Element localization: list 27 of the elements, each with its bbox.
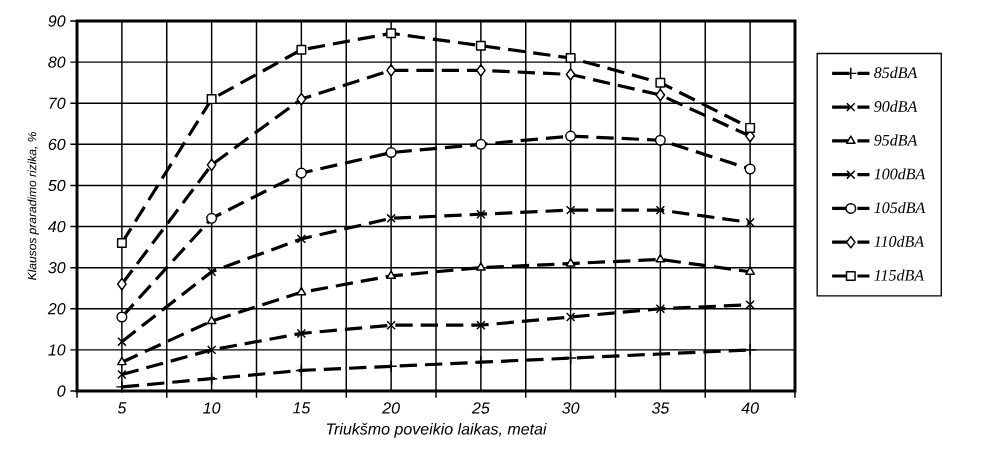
x-tick-label: 25	[471, 402, 490, 414]
y-tick-label: 40	[47, 220, 66, 233]
legend-label: 90dBA	[874, 100, 918, 112]
legend-label: 100dBA	[874, 168, 926, 180]
y-tick-label: 90	[48, 15, 66, 27]
y-tick-label: 50	[48, 179, 66, 192]
y-tick-label: 10	[48, 344, 66, 356]
legend-label: 115dBA	[874, 269, 925, 281]
x-tick-label: 20	[382, 402, 400, 414]
y-tick-label: 60	[48, 138, 66, 150]
legend-label: 110dBA	[874, 235, 925, 247]
y-tick-label: 80	[48, 56, 66, 68]
x-tick-label: 15	[292, 402, 311, 414]
x-tick-label: 10	[203, 402, 221, 414]
x-tick-label: 5	[117, 402, 127, 414]
legend-label: 105dBA	[874, 201, 926, 214]
x-tick-label: 35	[651, 402, 670, 414]
legend-label: 95dBA	[874, 134, 918, 146]
y-axis-title: Klausos praradimo rizika, %	[27, 132, 39, 280]
y-tick-label: 30	[48, 262, 66, 274]
y-tick-label: 70	[49, 97, 66, 109]
y-tick-label: 0	[57, 385, 66, 397]
x-tick-label: 40	[741, 402, 759, 414]
legend-label: 85dBA	[874, 66, 918, 79]
y-tick-label: 20	[47, 303, 66, 315]
x-axis-title: Triukšmo poveikio laikas, metai	[326, 422, 547, 438]
x-tick-label: 30	[562, 402, 580, 414]
